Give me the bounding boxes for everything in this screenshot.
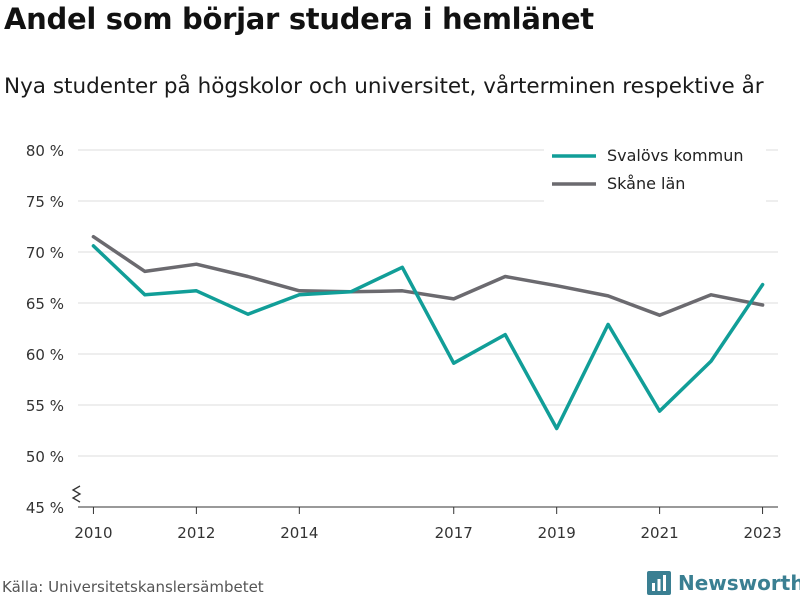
y-tick-label: 80 % <box>26 142 64 160</box>
y-tick-label: 55 % <box>26 397 64 415</box>
y-tick-label: 45 % <box>26 499 64 517</box>
y-tick-label: 65 % <box>26 295 64 313</box>
source-note: Källa: Universitetskanslersämbetet <box>2 578 264 596</box>
brand-logo: Newsworthy <box>646 570 800 596</box>
x-axis: 2010 2012 2014 2017 2019 2021 2023 <box>74 506 782 542</box>
newsworthy-icon <box>647 571 671 595</box>
brand-name: Newsworthy <box>678 571 800 595</box>
legend-box <box>544 140 766 202</box>
x-tick-label: 2010 <box>74 524 112 542</box>
chart-title: Andel som börjar studera i hemlänet <box>4 2 594 36</box>
x-tick-label: 2012 <box>177 524 215 542</box>
x-tick-label: 2017 <box>435 524 473 542</box>
x-tick-label: 2021 <box>641 524 679 542</box>
y-tick-label: 50 % <box>26 448 64 466</box>
y-tick-label: 70 % <box>26 244 64 262</box>
legend-label: Skåne län <box>607 174 685 193</box>
series-line-sval-vs-kommun <box>91 244 765 431</box>
legend: Svalövs kommun Skåne län <box>544 140 766 202</box>
y-tick-label: 75 % <box>26 193 64 211</box>
y-tick-label: 60 % <box>26 346 64 364</box>
series-layer <box>91 234 765 431</box>
y-axis: 45 % 50 % 55 % 60 % 65 % 70 % 75 % 80 % <box>26 142 82 517</box>
axis-break-icon <box>71 485 82 503</box>
x-tick-label: 2019 <box>538 524 576 542</box>
series-line-sk-ne-l-n <box>91 234 765 317</box>
x-tick-label: 2014 <box>280 524 318 542</box>
x-tick-label: 2023 <box>743 524 781 542</box>
chart-subtitle: Nya studenter på högskolor och universit… <box>4 74 764 99</box>
legend-label: Svalövs kommun <box>607 146 744 165</box>
